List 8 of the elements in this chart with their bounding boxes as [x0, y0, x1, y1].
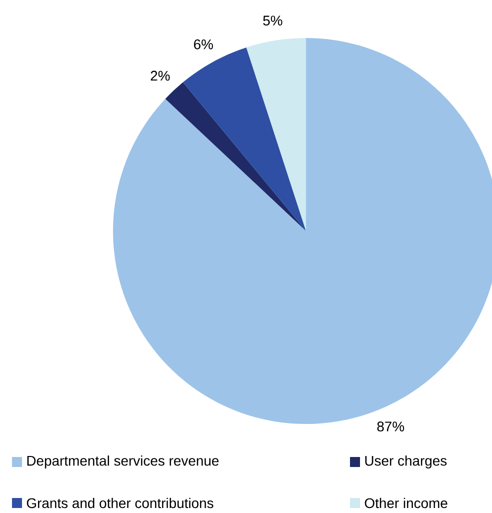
legend-label: Other income: [364, 498, 448, 508]
data-label: 5%: [263, 16, 282, 26]
legend-label: Grants and other contributions: [26, 498, 214, 508]
data-label: 2%: [150, 70, 170, 81]
data-label: 87%: [377, 422, 404, 432]
legend-label: Departmental services revenue: [27, 455, 219, 468]
legend-label: User charges: [365, 455, 447, 468]
data-label: 6%: [194, 39, 213, 50]
